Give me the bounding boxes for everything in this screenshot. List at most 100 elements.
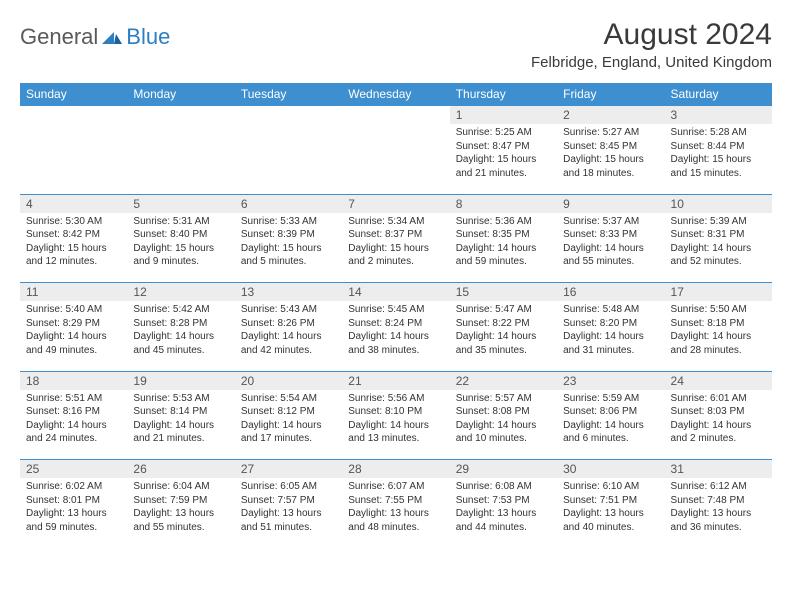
detail-row: Sunrise: 5:40 AMSunset: 8:29 PMDaylight:… — [20, 301, 772, 371]
weekday-header: Saturday — [665, 83, 772, 106]
daylight-text: Daylight: 14 hours and 6 minutes. — [563, 419, 658, 446]
weekday-header: Friday — [557, 83, 664, 106]
day-detail-cell: Sunrise: 5:30 AMSunset: 8:42 PMDaylight:… — [20, 213, 127, 283]
sunset-text: Sunset: 7:53 PM — [456, 494, 551, 508]
daylight-text: Daylight: 14 hours and 10 minutes. — [456, 419, 551, 446]
daynum-row: 11121314151617 — [20, 283, 772, 302]
day-number-cell: 19 — [127, 371, 234, 390]
sunset-text: Sunset: 8:35 PM — [456, 228, 551, 242]
daylight-text: Daylight: 15 hours and 18 minutes. — [563, 153, 658, 180]
brand-logo: General Blue — [20, 18, 170, 50]
day-number-cell: 27 — [235, 460, 342, 479]
sunset-text: Sunset: 8:01 PM — [26, 494, 121, 508]
daylight-text: Daylight: 14 hours and 35 minutes. — [456, 330, 551, 357]
daylight-text: Daylight: 15 hours and 12 minutes. — [26, 242, 121, 269]
calendar-body: 12 3 Sunrise: 5:25 AMSunset: 8:47 PMDaylig… — [20, 106, 772, 549]
sunrise-text: Sunrise: 5:34 AM — [348, 215, 443, 229]
day-number-cell: 7 — [342, 194, 449, 213]
day-detail-cell: Sunrise: 5:37 AMSunset: 8:33 PMDaylight:… — [557, 213, 664, 283]
day-detail-cell: Sunrise: 5:39 AMSunset: 8:31 PMDaylight:… — [665, 213, 772, 283]
day-detail-cell: Sunrise: 5:28 AMSunset: 8:44 PMDaylight:… — [665, 124, 772, 194]
daylight-text: Daylight: 14 hours and 24 minutes. — [26, 419, 121, 446]
sunset-text: Sunset: 8:28 PM — [133, 317, 228, 331]
daylight-text: Daylight: 14 hours and 28 minutes. — [671, 330, 766, 357]
sunset-text: Sunset: 8:18 PM — [671, 317, 766, 331]
weekday-header: Monday — [127, 83, 234, 106]
day-number-cell — [235, 106, 342, 125]
sunset-text: Sunset: 8:44 PM — [671, 140, 766, 154]
weekday-header-row: Sunday Monday Tuesday Wednesday Thursday… — [20, 83, 772, 106]
sunset-text: Sunset: 7:48 PM — [671, 494, 766, 508]
sunrise-text: Sunrise: 5:43 AM — [241, 303, 336, 317]
day-number-cell: 10 — [665, 194, 772, 213]
sunrise-text: Sunrise: 6:02 AM — [26, 480, 121, 494]
day-detail-cell: Sunrise: 5:57 AMSunset: 8:08 PMDaylight:… — [450, 390, 557, 460]
brand-mark-icon — [102, 28, 122, 47]
day-detail-cell: Sunrise: 5:25 AMSunset: 8:47 PMDaylight:… — [450, 124, 557, 194]
sunset-text: Sunset: 7:51 PM — [563, 494, 658, 508]
sunrise-text: Sunrise: 5:56 AM — [348, 392, 443, 406]
page-header: General Blue August 2024 Felbridge, Engl… — [20, 18, 772, 71]
day-detail-cell: Sunrise: 6:04 AMSunset: 7:59 PMDaylight:… — [127, 478, 234, 548]
day-detail-cell — [127, 124, 234, 194]
sunset-text: Sunset: 8:24 PM — [348, 317, 443, 331]
day-detail-cell: Sunrise: 5:51 AMSunset: 8:16 PMDaylight:… — [20, 390, 127, 460]
day-detail-cell: Sunrise: 5:31 AMSunset: 8:40 PMDaylight:… — [127, 213, 234, 283]
day-number-cell: 3 — [665, 106, 772, 125]
day-number-cell: 4 — [20, 194, 127, 213]
daylight-text: Daylight: 14 hours and 59 minutes. — [456, 242, 551, 269]
sunrise-text: Sunrise: 6:07 AM — [348, 480, 443, 494]
day-number-cell: 20 — [235, 371, 342, 390]
day-number-cell — [20, 106, 127, 125]
sunset-text: Sunset: 8:42 PM — [26, 228, 121, 242]
detail-row: Sunrise: 5:25 AMSunset: 8:47 PMDaylight:… — [20, 124, 772, 194]
daylight-text: Daylight: 15 hours and 2 minutes. — [348, 242, 443, 269]
sunset-text: Sunset: 8:10 PM — [348, 405, 443, 419]
sunset-text: Sunset: 8:06 PM — [563, 405, 658, 419]
daylight-text: Daylight: 13 hours and 55 minutes. — [133, 507, 228, 534]
sunset-text: Sunset: 7:55 PM — [348, 494, 443, 508]
sunset-text: Sunset: 8:16 PM — [26, 405, 121, 419]
sunrise-text: Sunrise: 5:36 AM — [456, 215, 551, 229]
daylight-text: Daylight: 14 hours and 45 minutes. — [133, 330, 228, 357]
sunset-text: Sunset: 7:59 PM — [133, 494, 228, 508]
sunrise-text: Sunrise: 5:57 AM — [456, 392, 551, 406]
day-number-cell: 25 — [20, 460, 127, 479]
detail-row: Sunrise: 5:51 AMSunset: 8:16 PMDaylight:… — [20, 390, 772, 460]
daylight-text: Daylight: 14 hours and 49 minutes. — [26, 330, 121, 357]
sunrise-text: Sunrise: 5:28 AM — [671, 126, 766, 140]
day-number-cell: 5 — [127, 194, 234, 213]
sunrise-text: Sunrise: 5:50 AM — [671, 303, 766, 317]
brand-part1: General — [20, 24, 98, 50]
sunset-text: Sunset: 8:14 PM — [133, 405, 228, 419]
daylight-text: Daylight: 14 hours and 13 minutes. — [348, 419, 443, 446]
sunrise-text: Sunrise: 5:48 AM — [563, 303, 658, 317]
day-detail-cell: Sunrise: 5:27 AMSunset: 8:45 PMDaylight:… — [557, 124, 664, 194]
sunset-text: Sunset: 8:47 PM — [456, 140, 551, 154]
sunset-text: Sunset: 8:31 PM — [671, 228, 766, 242]
day-number-cell: 15 — [450, 283, 557, 302]
day-detail-cell: Sunrise: 5:47 AMSunset: 8:22 PMDaylight:… — [450, 301, 557, 371]
sunrise-text: Sunrise: 6:10 AM — [563, 480, 658, 494]
day-detail-cell: Sunrise: 6:10 AMSunset: 7:51 PMDaylight:… — [557, 478, 664, 548]
day-detail-cell: Sunrise: 6:01 AMSunset: 8:03 PMDaylight:… — [665, 390, 772, 460]
sunrise-text: Sunrise: 6:04 AM — [133, 480, 228, 494]
detail-row: Sunrise: 6:02 AMSunset: 8:01 PM Daylight:… — [20, 478, 772, 548]
daylight-text: Daylight: 14 hours and 21 minutes. — [133, 419, 228, 446]
day-number-cell: 31 — [665, 460, 772, 479]
day-detail-cell: Sunrise: 6:12 AMSunset: 7:48 PMDaylight:… — [665, 478, 772, 548]
day-detail-cell: Sunrise: 5:33 AMSunset: 8:39 PMDaylight:… — [235, 213, 342, 283]
sunrise-text: Sunrise: 5:30 AM — [26, 215, 121, 229]
day-number-cell: 30 — [557, 460, 664, 479]
weekday-header: Sunday — [20, 83, 127, 106]
day-number-cell: 18 — [20, 371, 127, 390]
sunrise-text: Sunrise: 5:40 AM — [26, 303, 121, 317]
daylight-text: Daylight: 14 hours and 38 minutes. — [348, 330, 443, 357]
day-number-cell: 12 — [127, 283, 234, 302]
daylight-text: Daylight: 13 hours and 48 minutes. — [348, 507, 443, 534]
sunset-text: Sunset: 8:29 PM — [26, 317, 121, 331]
sunrise-text: Sunrise: 5:37 AM — [563, 215, 658, 229]
day-number-cell: 8 — [450, 194, 557, 213]
sunrise-text: Sunrise: 5:47 AM — [456, 303, 551, 317]
daylight-text: Daylight: 14 hours and 55 minutes. — [563, 242, 658, 269]
